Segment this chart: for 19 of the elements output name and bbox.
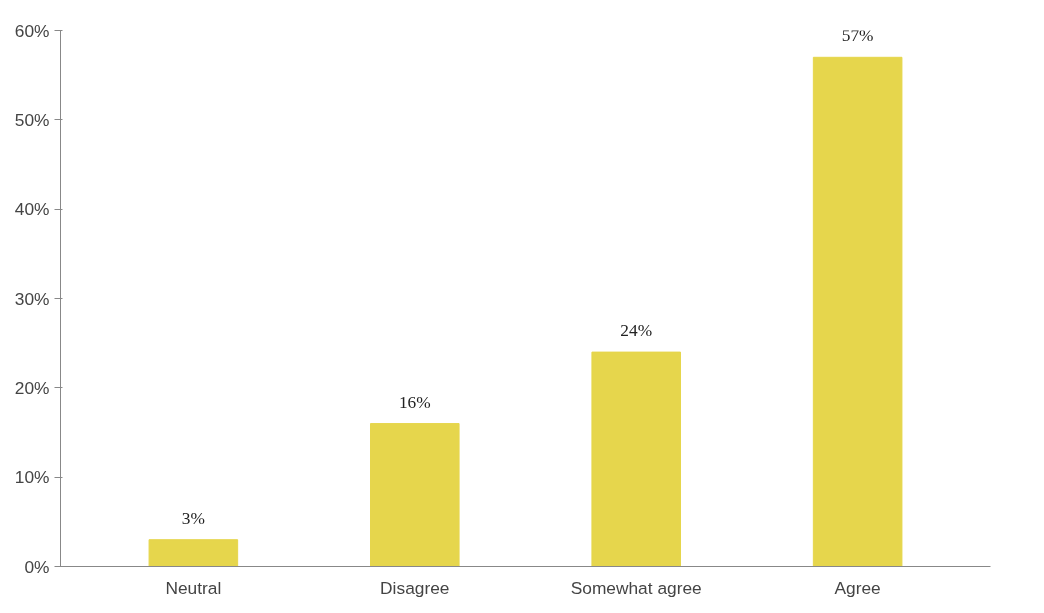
x-tick-label: Neutral: [165, 577, 222, 598]
data-label: 3%: [181, 508, 205, 528]
y-tick-label: 0%: [24, 556, 50, 577]
x-tick-label: Disagree: [380, 577, 450, 598]
x-tick-label: Agree: [834, 577, 881, 598]
data-label: 16%: [398, 392, 431, 412]
bar: [812, 56, 903, 567]
bar: [370, 423, 460, 567]
y-tick-label: 20%: [14, 377, 50, 398]
y-tick-label: 40%: [14, 199, 50, 220]
y-tick-label: 30%: [14, 288, 50, 309]
y-tick-label: 50%: [14, 109, 50, 130]
data-label: 57%: [841, 26, 874, 46]
data-label: 24%: [620, 321, 653, 341]
y-tick-label: 60%: [14, 20, 50, 41]
x-tick-label: Somewhat agree: [570, 577, 702, 598]
bar: [148, 539, 239, 567]
bar: [591, 351, 681, 567]
y-tick-label: 10%: [14, 467, 50, 488]
